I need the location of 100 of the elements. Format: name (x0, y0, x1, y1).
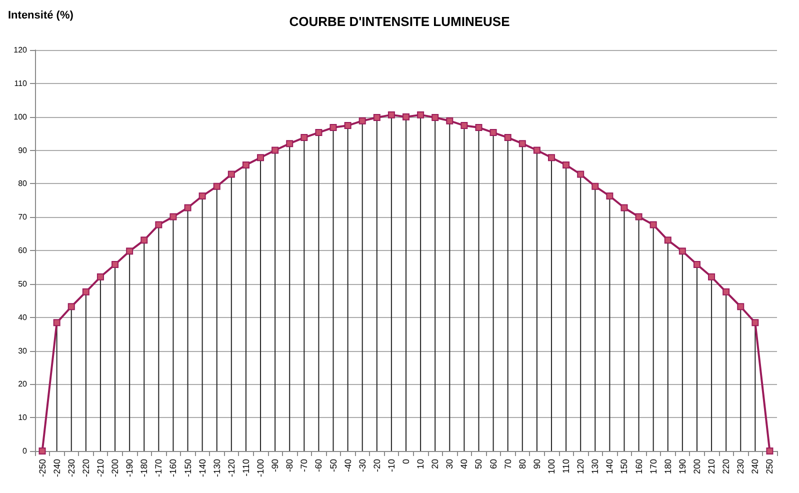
point (257, 154, 264, 162)
x-tick-label: -110 (240, 459, 251, 476)
x-tick-label: 60 (488, 459, 498, 470)
x-tick-label: 220 (721, 459, 732, 474)
x-tick-label: -190 (124, 459, 135, 478)
point (388, 111, 395, 118)
x-tick-label: -220 (80, 459, 91, 478)
x-tick-label: -180 (139, 459, 150, 478)
x-tick-label: 10 (416, 459, 426, 470)
point (170, 213, 177, 220)
point (112, 261, 119, 268)
x-tick-label: -10 (386, 459, 396, 472)
point (562, 161, 570, 168)
point (518, 140, 526, 148)
point (272, 146, 279, 154)
point (737, 303, 744, 310)
point (446, 117, 454, 124)
point (286, 140, 294, 148)
y-tick-label: 100 (14, 112, 28, 122)
point (68, 303, 75, 310)
point (766, 448, 774, 454)
point (577, 170, 584, 178)
y-axis-title: Intensité (%) (8, 10, 74, 22)
point (533, 146, 540, 154)
point (475, 124, 482, 132)
x-tick-label: 240 (750, 459, 760, 474)
point (693, 261, 700, 268)
point (490, 129, 497, 136)
x-tick-label: 70 (502, 459, 513, 470)
point (417, 111, 424, 118)
x-tick-label: -120 (226, 459, 236, 478)
x-tick-label: 130 (590, 459, 600, 474)
point (504, 134, 512, 142)
y-tick-label: 60 (18, 246, 28, 255)
point (300, 134, 308, 142)
point (53, 319, 60, 326)
point (242, 161, 250, 168)
x-tick-label: -80 (284, 459, 295, 472)
point (460, 122, 468, 130)
x-tick-label: 50 (474, 459, 484, 470)
x-tick-label: 140 (604, 459, 615, 474)
x-tick-label: 0 (401, 459, 411, 464)
point (228, 170, 235, 178)
x-tick-label: -100 (256, 459, 266, 478)
x-tick-label: -160 (168, 459, 178, 478)
x-tick-label: 30 (444, 459, 455, 470)
point (213, 182, 220, 190)
x-tick-label: -130 (212, 459, 222, 478)
x-tick-label: 120 (576, 459, 586, 474)
x-tick-label: 250 (764, 459, 775, 474)
y-tick-label: 10 (18, 413, 28, 422)
point (358, 117, 366, 124)
x-tick-label: -90 (270, 459, 280, 472)
x-tick-label: 180 (662, 459, 673, 474)
point (126, 248, 134, 255)
x-tick-label: -230 (66, 459, 76, 478)
y-tick-label: 90 (18, 146, 28, 155)
y-tick-label: 110 (14, 78, 28, 88)
point (402, 113, 410, 120)
x-tick-label: -60 (314, 459, 324, 472)
x-tick-label: 170 (648, 459, 658, 474)
point (315, 129, 322, 136)
x-tick-label: 230 (736, 459, 746, 474)
y-tick-label: 20 (18, 380, 28, 389)
x-tick-label: 100 (546, 459, 556, 474)
point (184, 204, 192, 212)
x-tick-label: -40 (342, 459, 353, 472)
x-tick-label: 110 (561, 459, 572, 474)
point (548, 154, 555, 162)
point (198, 192, 206, 200)
y-tick-label: 30 (18, 346, 28, 356)
point (722, 288, 730, 296)
point (96, 273, 104, 280)
point (155, 221, 162, 228)
point (606, 192, 614, 200)
point (635, 213, 642, 220)
y-tick-label: 50 (18, 279, 28, 288)
y-tick-label: 0 (22, 446, 28, 456)
x-tick-label: 210 (706, 459, 717, 474)
point (373, 114, 380, 121)
x-tick-label: -150 (182, 459, 193, 478)
point (678, 248, 686, 255)
chart-title: COURBE D'INTENSITE LUMINEUSE (289, 14, 510, 29)
point (664, 236, 672, 244)
x-tick-label: -50 (328, 459, 338, 472)
x-tick-label: -70 (299, 459, 310, 472)
point (432, 114, 439, 121)
x-tick-label: -250 (37, 459, 48, 478)
y-tick-label: 120 (14, 46, 28, 54)
point (330, 124, 337, 132)
point (38, 448, 46, 454)
point (708, 273, 716, 280)
point (344, 122, 352, 130)
x-tick-label: -170 (154, 459, 164, 478)
x-tick-label: -140 (197, 459, 208, 478)
point (620, 204, 628, 212)
point (592, 182, 599, 190)
x-tick-label: 150 (619, 459, 630, 474)
point (140, 236, 148, 244)
point (650, 221, 657, 228)
